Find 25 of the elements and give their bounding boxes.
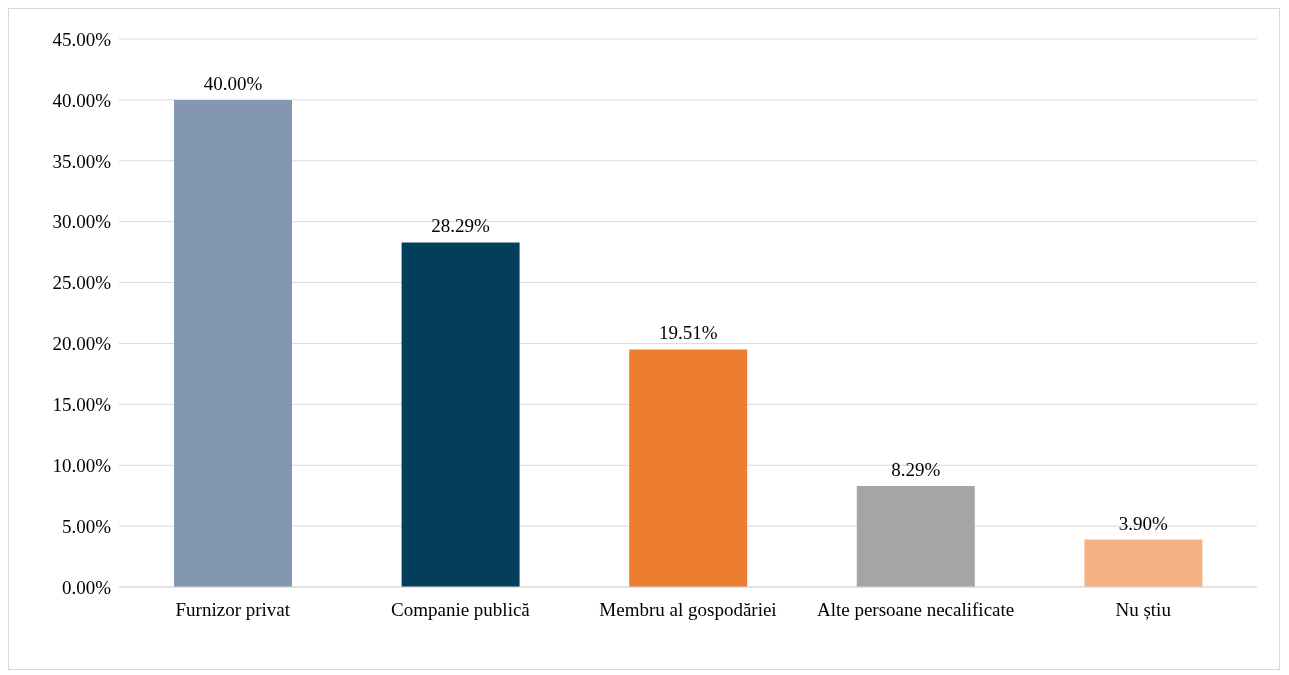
data-label: 28.29% [431,215,491,237]
y-tick-label: 30.00% [52,211,112,233]
x-tick-label: Membru al gospodăriei [599,599,777,621]
bar [174,99,292,587]
bar [856,486,975,587]
x-tick-label: Nu știu [1115,599,1172,621]
y-tick-label: 20.00% [52,333,112,355]
bar [401,242,520,587]
y-tick-label: 45.00% [52,28,112,50]
data-label: 40.00% [203,72,263,94]
y-tick-label: 15.00% [52,394,112,416]
data-label: 8.29% [891,459,941,481]
y-tick-label: 5.00% [61,515,112,537]
bar [1084,539,1203,587]
x-tick-label: Furnizor privat [175,599,291,621]
y-tick-label: 40.00% [52,89,112,111]
y-tick-label: 10.00% [52,454,112,476]
bar [629,349,748,587]
x-tick-label: Alte persoane necalificate [816,599,1015,621]
data-label: 3.90% [1118,512,1169,534]
y-tick-label: 25.00% [52,272,112,294]
y-tick-label: 35.00% [52,150,112,172]
y-tick-label: 0.00% [61,576,112,598]
data-label: 19.51% [658,322,718,344]
x-tick-label: Companie publică [391,599,531,621]
